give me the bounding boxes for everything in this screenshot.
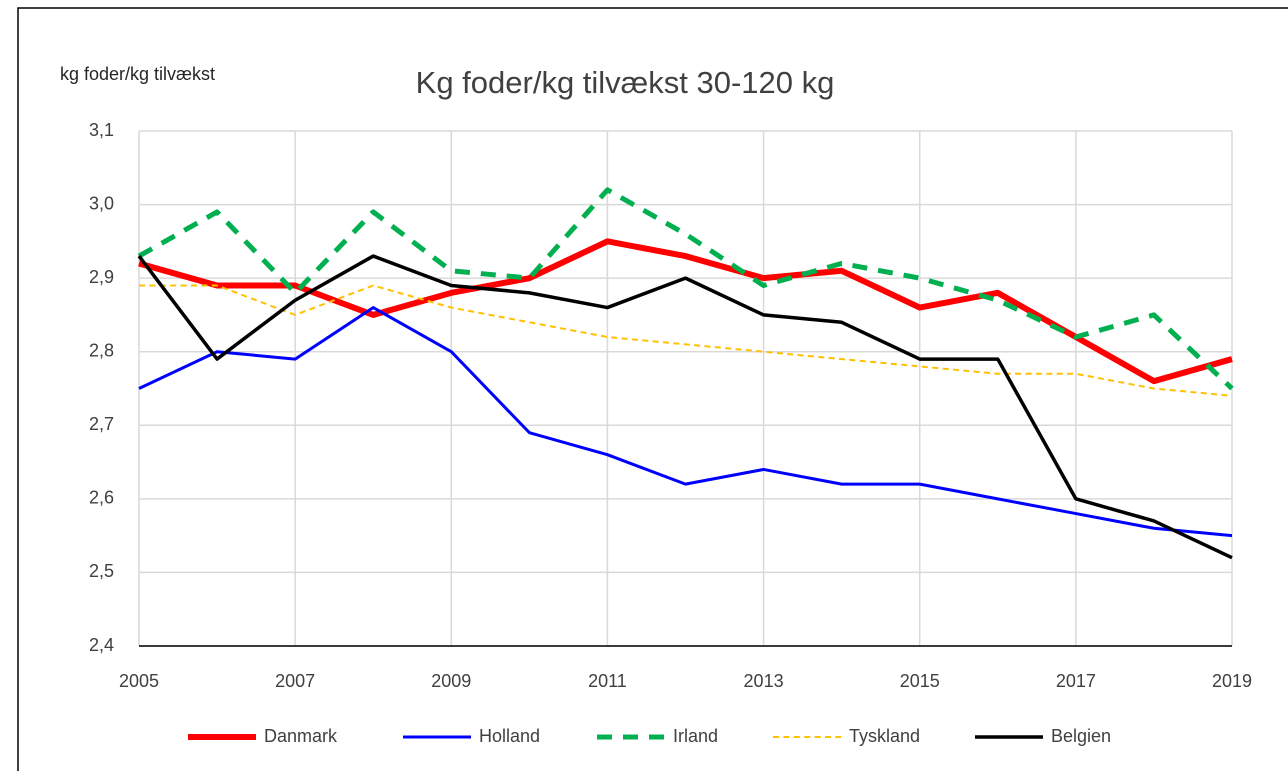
- y-tick-label: 3,1: [89, 120, 114, 140]
- x-tick-label: 2005: [119, 671, 159, 691]
- legend-label: Tyskland: [849, 726, 920, 746]
- series-line: [137, 187, 1234, 391]
- x-tick-label: 2019: [1212, 671, 1252, 691]
- series-line: [138, 306, 1233, 538]
- series-line: [137, 254, 1233, 560]
- y-tick-label: 3,0: [89, 193, 114, 213]
- x-tick-label: 2009: [431, 671, 471, 691]
- legend-label: Irland: [673, 726, 718, 746]
- series-line: [138, 238, 1233, 385]
- x-tick-label: 2017: [1056, 671, 1096, 691]
- x-tick-label: 2015: [900, 671, 940, 691]
- y-tick-label: 2,7: [89, 414, 114, 434]
- y-tick-label: 2,5: [89, 561, 114, 581]
- legend-label: Belgien: [1051, 726, 1111, 746]
- x-tick-label: 2007: [275, 671, 315, 691]
- y-tick-label: 2,4: [89, 635, 114, 655]
- legend-label: Holland: [479, 726, 540, 746]
- series-line: [139, 284, 1233, 397]
- y-tick-label: 2,9: [89, 267, 114, 287]
- x-tick-label: 2011: [588, 671, 627, 691]
- y-tick-label: 2,6: [89, 488, 114, 508]
- y-tick-label: 2,8: [89, 340, 114, 360]
- chart-title: Kg foder/kg tilvækst 30-120 kg: [416, 65, 835, 100]
- y-axis-label: kg foder/kg tilvækst: [60, 64, 215, 84]
- legend-label: Danmark: [264, 726, 338, 746]
- x-tick-label: 2013: [744, 671, 784, 691]
- frame: [17, 7, 1288, 771]
